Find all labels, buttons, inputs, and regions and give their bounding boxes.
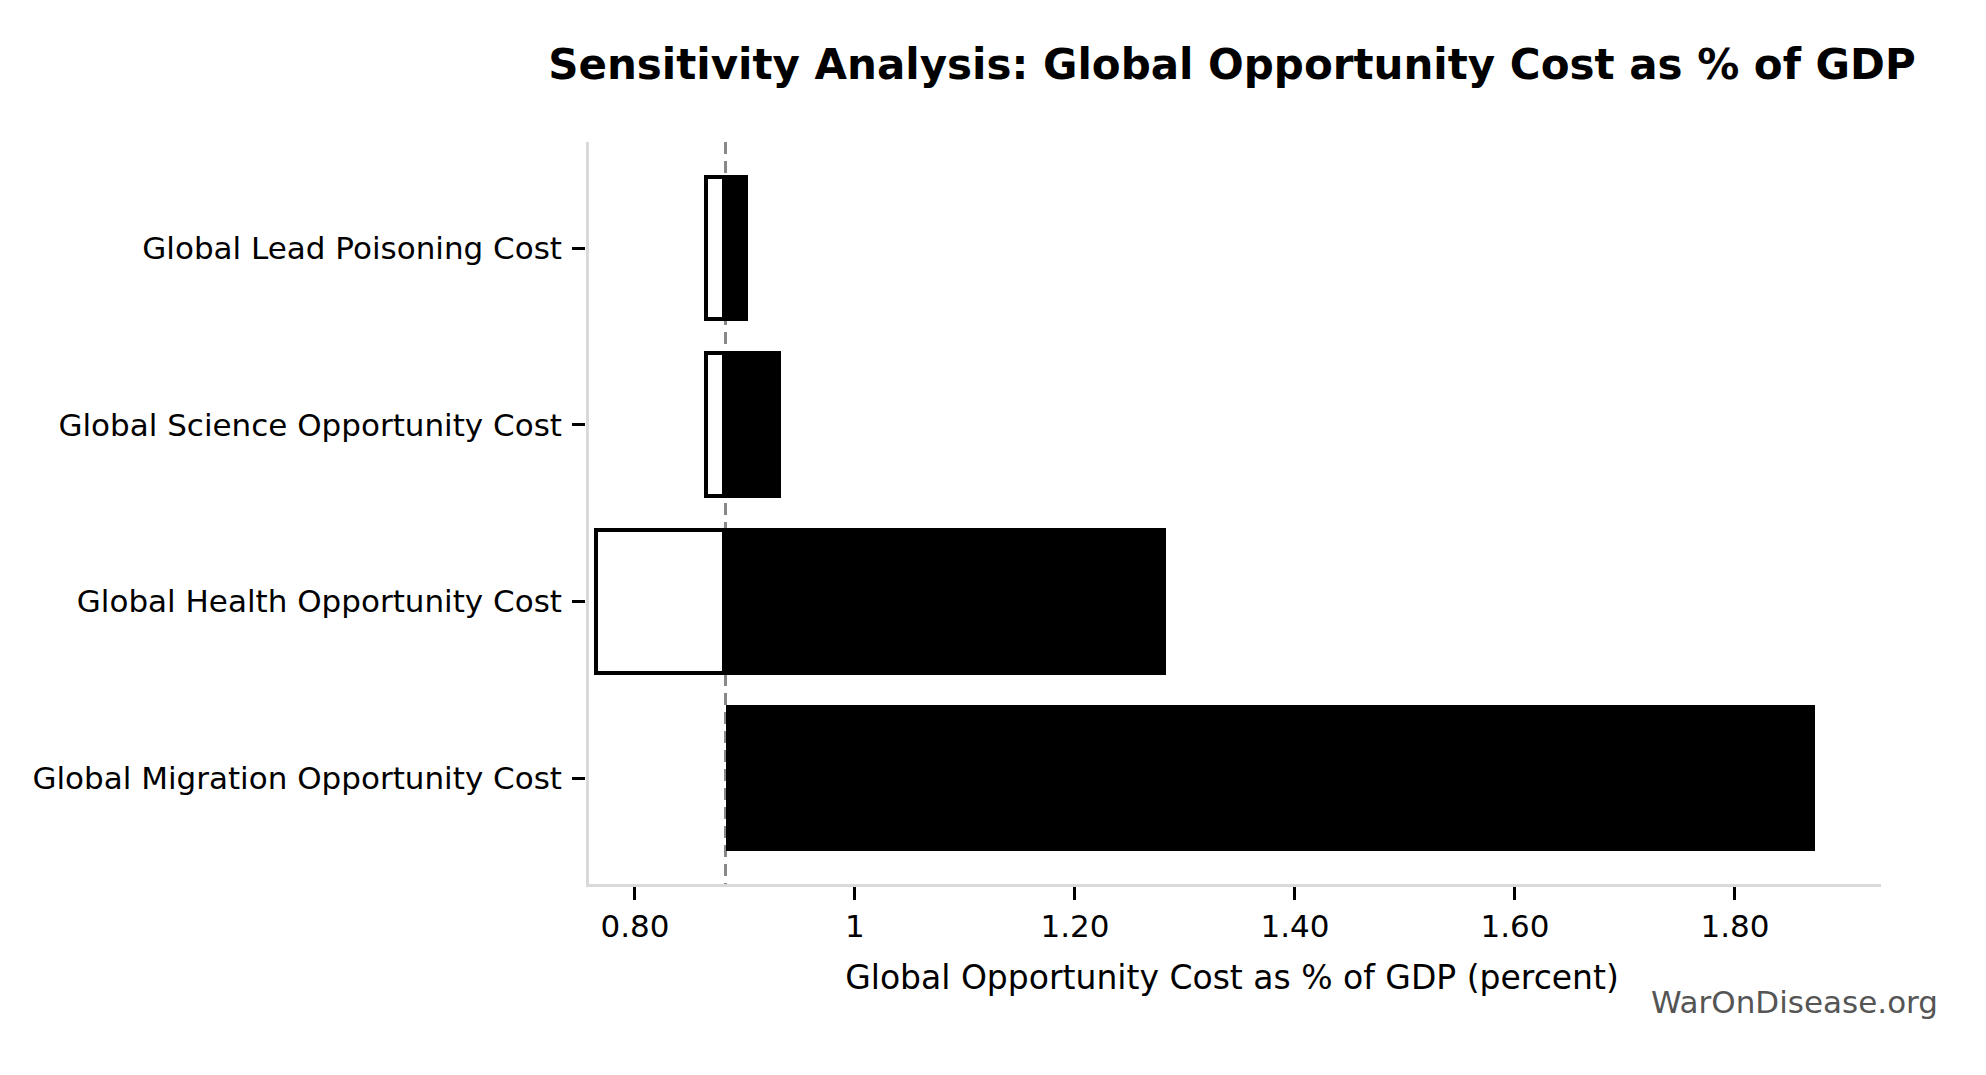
y-axis-tick <box>572 247 585 250</box>
x-axis-tick-label: 1.60 <box>1435 906 1595 946</box>
y-axis-tick <box>572 423 585 426</box>
x-axis-tick-label: 0.80 <box>555 906 715 946</box>
x-axis-tick <box>853 887 856 900</box>
y-axis-category-label: Global Lead Poisoning Cost <box>0 227 562 269</box>
bar-low-segment <box>704 351 726 498</box>
bar-high-segment <box>726 528 1166 675</box>
x-axis-tick <box>633 887 636 900</box>
x-axis-tick <box>1073 887 1076 900</box>
bar-high-segment <box>726 705 1815 852</box>
bar-high-segment <box>726 351 781 498</box>
x-axis-tick-label: 1.40 <box>1215 906 1375 946</box>
y-axis-category-label: Global Migration Opportunity Cost <box>0 757 562 799</box>
y-axis-category-label: Global Health Opportunity Cost <box>0 580 562 622</box>
x-axis-tick-label: 1 <box>775 906 935 946</box>
bar-low-segment <box>704 175 726 322</box>
y-axis-tick <box>572 777 585 780</box>
chart-title: Sensitivity Analysis: Global Opportunity… <box>482 40 1982 89</box>
bar-high-segment <box>726 175 748 322</box>
x-axis-tick-label: 1.20 <box>995 906 1155 946</box>
watermark: WarOnDisease.org <box>1651 984 1938 1020</box>
bar-low-segment <box>594 528 726 675</box>
plot-area <box>586 142 1881 887</box>
y-axis-tick <box>572 600 585 603</box>
x-axis-tick <box>1293 887 1296 900</box>
figure: Sensitivity Analysis: Global Opportunity… <box>0 0 1986 1075</box>
x-axis-tick <box>1733 887 1736 900</box>
x-axis-tick-label: 1.80 <box>1655 906 1815 946</box>
y-axis-category-label: Global Science Opportunity Cost <box>0 404 562 446</box>
x-axis-tick <box>1513 887 1516 900</box>
